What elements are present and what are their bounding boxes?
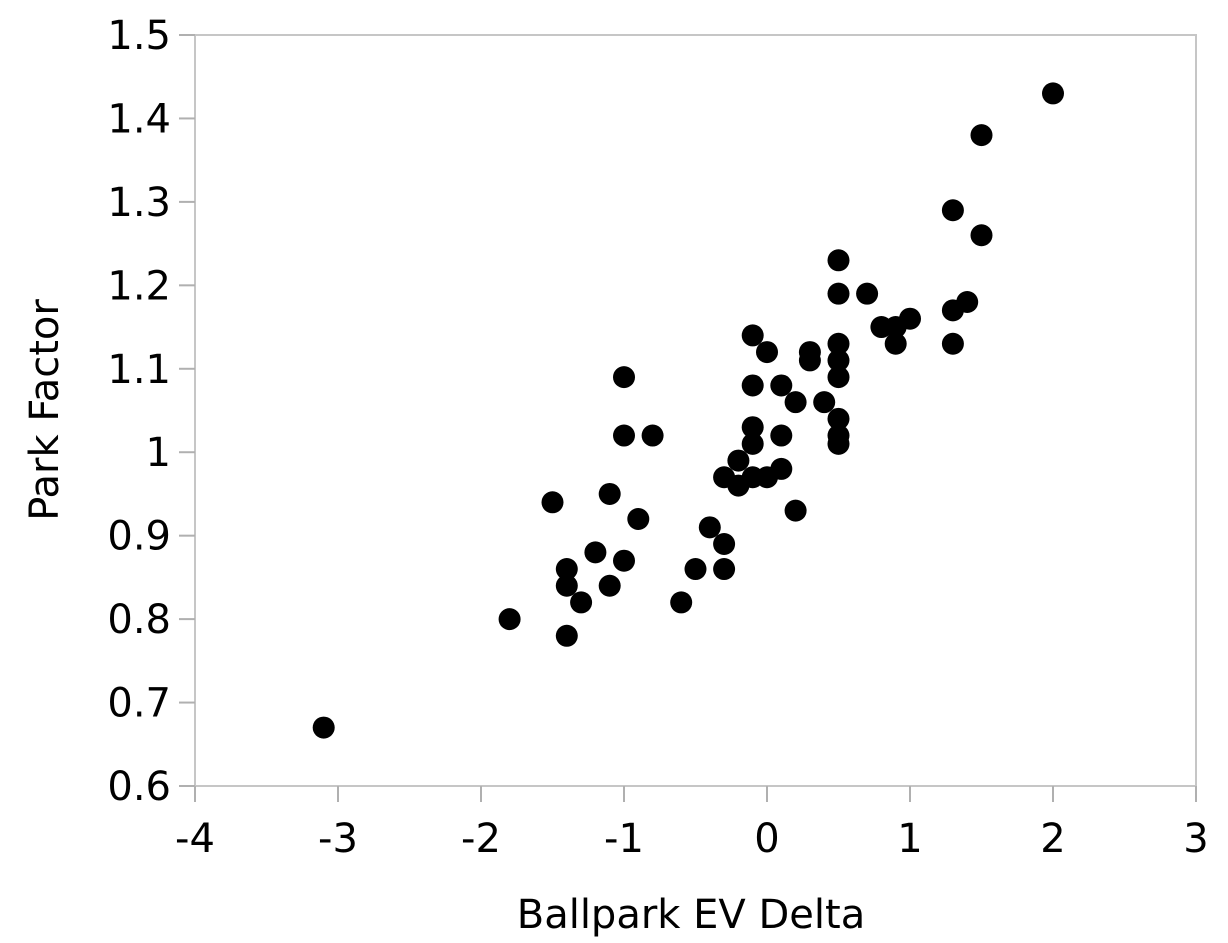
data-point — [827, 432, 850, 455]
data-point — [670, 591, 693, 614]
data-point — [941, 332, 964, 355]
x-tick-label: -2 — [461, 816, 501, 862]
y-tick-label: 1.3 — [107, 180, 171, 226]
data-point — [741, 374, 764, 397]
data-point — [741, 324, 764, 347]
data-point — [1042, 82, 1064, 105]
y-tick-label: 0.8 — [107, 597, 171, 643]
data-point — [941, 299, 964, 322]
y-tick-label: 1.2 — [107, 263, 171, 309]
x-tick-label: -3 — [318, 816, 358, 862]
y-axis-ticks: 0.6 0.7 0.8 0.9 1 1.1 1.2 1.3 1.4 1.5 — [107, 13, 195, 810]
x-tick-label: 3 — [1183, 816, 1208, 862]
data-point — [312, 716, 335, 739]
y-tick-label: 1.1 — [107, 347, 171, 393]
data-points — [312, 82, 1064, 739]
x-tick-label: 0 — [754, 816, 779, 862]
data-point — [970, 124, 993, 147]
data-point — [698, 516, 721, 539]
data-point — [570, 591, 593, 614]
data-point — [884, 332, 907, 355]
data-point — [555, 624, 578, 647]
data-point — [741, 416, 764, 439]
data-point — [770, 374, 793, 397]
y-tick-label: 0.7 — [107, 681, 171, 727]
y-tick-label: 1.5 — [107, 13, 171, 59]
data-point — [970, 224, 993, 247]
data-point — [613, 549, 635, 572]
data-point — [713, 558, 736, 581]
y-axis-title: Park Factor — [22, 299, 68, 521]
data-point — [827, 332, 850, 355]
data-point — [498, 608, 521, 631]
x-axis-title: Ballpark EV Delta — [517, 892, 865, 938]
x-tick-label: 2 — [1040, 816, 1065, 862]
data-point — [784, 499, 807, 522]
data-point — [827, 249, 850, 272]
data-point — [827, 349, 850, 372]
data-point — [856, 282, 879, 305]
data-point — [541, 491, 564, 514]
data-point — [813, 391, 836, 414]
data-point — [684, 558, 707, 581]
x-tick-label: -1 — [604, 816, 644, 862]
x-tick-label: 1 — [897, 816, 922, 862]
data-point — [613, 366, 635, 389]
data-point — [584, 541, 607, 564]
x-axis-ticks: -4 -3 -2 -1 0 1 2 3 — [175, 786, 1209, 862]
x-tick-label: -4 — [175, 816, 215, 862]
data-point — [713, 533, 736, 556]
data-point — [827, 407, 850, 430]
data-point — [798, 349, 821, 372]
data-point — [827, 282, 850, 305]
data-point — [598, 574, 621, 597]
data-point — [613, 424, 635, 447]
y-tick-label: 1.4 — [107, 96, 171, 142]
y-tick-label: 0.6 — [107, 764, 171, 810]
data-point — [627, 507, 650, 530]
y-tick-label: 0.9 — [107, 514, 171, 560]
data-point — [941, 199, 964, 222]
plot-area — [194, 34, 1197, 787]
data-point — [741, 432, 764, 455]
data-point — [555, 574, 578, 597]
data-point — [784, 391, 807, 414]
data-point — [555, 558, 578, 581]
data-point — [641, 424, 664, 447]
data-point — [713, 466, 736, 489]
y-tick-label: 1 — [146, 430, 171, 476]
data-point — [827, 366, 850, 389]
data-point — [770, 424, 793, 447]
data-point — [598, 482, 621, 505]
data-point — [756, 341, 778, 364]
data-point — [870, 316, 893, 339]
data-point — [727, 449, 750, 472]
